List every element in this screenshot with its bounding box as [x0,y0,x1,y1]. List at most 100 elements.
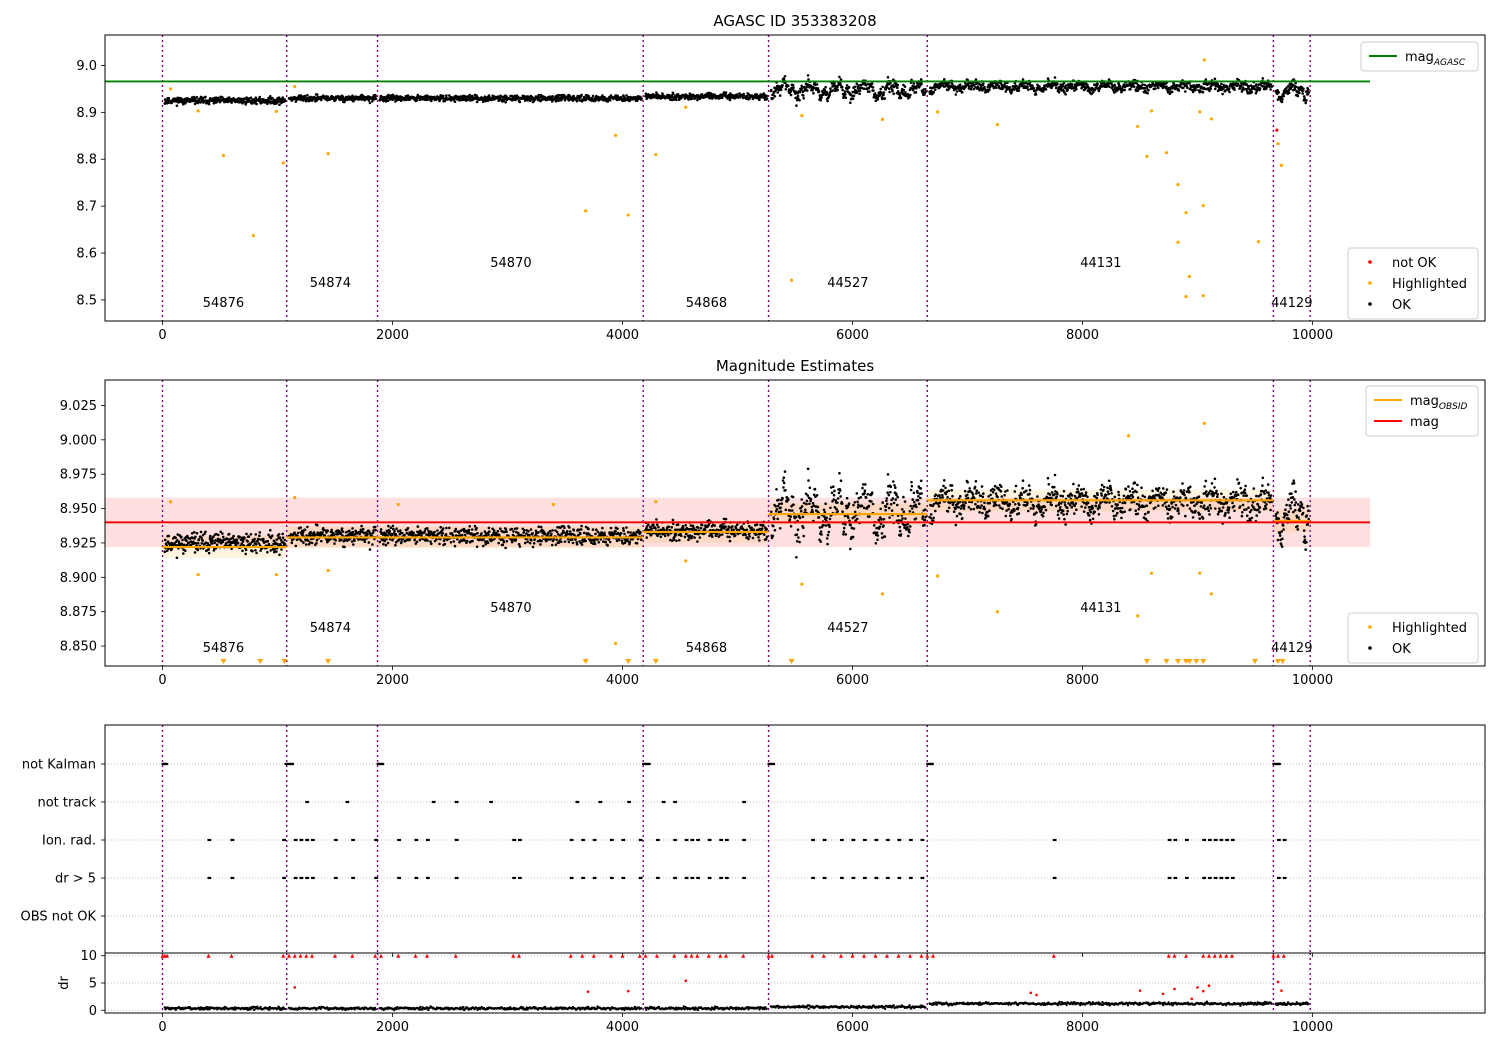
ok-point [959,83,962,86]
ok-point [902,495,905,499]
x-tick-label: 10000 [1292,328,1333,343]
ok-point [1113,83,1117,87]
ok-point [1008,86,1012,89]
ok-point [744,533,747,537]
ok-point [251,549,254,553]
ok-point [227,96,231,99]
ok-point [378,540,382,544]
ok-point [360,524,363,528]
ok-point [523,541,527,545]
ok-point [866,493,869,496]
ok-point [851,535,855,539]
ok-point [363,540,367,543]
ok-point [924,88,927,91]
ok-point [591,94,595,98]
ok-point [204,95,207,99]
ok-point [278,536,282,539]
ok-point [963,489,967,493]
ok-point [389,94,393,97]
ok-point [480,532,483,535]
ok-point [596,538,599,541]
ok-point [961,90,964,94]
ok-point [765,535,769,539]
ok-point [975,489,978,493]
ok-point [255,102,258,106]
ok-point [523,529,526,532]
ok-point [572,528,576,532]
ok-point [269,549,273,552]
ok-point [196,542,200,545]
ok-point [490,539,493,543]
ok-point [897,519,901,522]
ok-point [817,516,821,519]
ok-point [204,530,207,534]
ok-point [943,479,946,482]
ok-point [962,507,966,510]
ok-point [438,542,441,546]
ok-point [217,533,220,537]
ok-point [1157,86,1160,90]
ok-point [972,496,976,500]
ok-point [855,91,859,94]
ok-point [727,525,731,528]
ok-point [886,473,890,476]
ok-point [415,540,419,544]
ok-point [789,515,792,518]
ok-point [488,530,491,533]
ok-point [448,94,451,97]
ok-point [911,507,914,510]
ok-point [1057,91,1061,94]
ok-point [907,528,911,531]
ok-point [819,540,822,543]
ok-point [843,90,847,93]
ok-point [436,529,439,532]
ok-point [836,501,839,504]
ok-point [913,500,916,504]
ok-point [406,526,410,530]
ok-point [966,496,970,500]
ok-point [584,539,587,543]
ok-point [792,86,795,89]
ok-point [883,97,887,100]
ok-point [847,502,851,505]
ok-point [721,96,724,100]
ok-point [908,530,911,534]
ok-point [815,494,819,497]
ok-point [798,516,802,520]
ok-point [213,541,216,544]
ok-point [795,556,798,559]
ok-point [696,98,699,102]
ok-point [917,502,921,506]
ok-point [266,102,269,106]
ok-point [800,86,804,90]
ok-point [499,527,502,530]
ok-point [1027,484,1031,487]
ok-point [426,539,429,542]
ok-point [899,96,903,99]
ok-point [423,530,427,533]
ok-point [840,85,844,89]
ok-point [795,533,799,536]
ok-point [625,94,628,97]
ok-point [531,532,534,535]
ok-point [1258,87,1262,90]
ok-point [343,100,346,104]
ok-point [245,532,248,536]
ok-point [836,510,839,513]
ok-point [452,540,456,543]
ok-point [207,551,211,555]
ok-point [384,543,388,547]
ok-point [829,506,832,510]
ok-point [177,540,181,543]
ok-point [601,526,604,530]
obsid-label: 44131 [1080,256,1121,271]
ok-point [858,92,861,96]
ok-point [593,542,597,546]
ok-point [566,530,569,533]
ok-point [808,502,811,506]
ok-point [802,526,805,529]
ok-point [367,541,371,544]
ok-point [580,93,583,97]
ok-point [855,82,859,85]
ok-point [800,505,804,508]
